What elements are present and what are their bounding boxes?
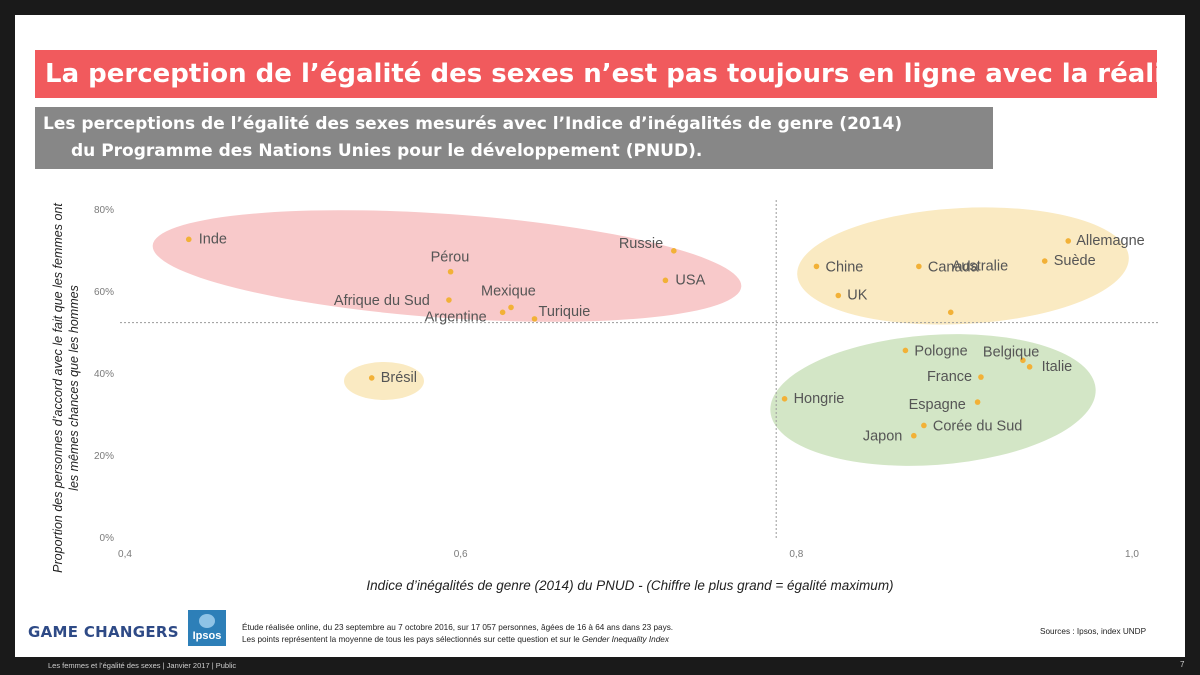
y-axis-label: Proportion des personnes d’accord avec l… [51,203,81,573]
study-note-index-name: Gender Inequality Index [581,635,669,644]
ipsos-logo-icon [199,614,215,628]
point-label-espagne: Espagne [909,397,966,413]
point-japon [911,432,917,439]
point-label-mexique: Mexique [481,283,536,299]
cluster-ellipses [152,207,1129,466]
sources: Sources : Ipsos, index UNDP [1040,627,1147,636]
point-pologne [902,347,909,354]
point-turiquie [531,316,538,322]
study-note-line-2: Les points représentent la moyenne de to… [242,635,582,644]
point-label-russie: Russie [619,236,663,252]
point-afrique-du-sud [446,297,452,303]
point-label-allemagne: Allemagne [1076,233,1145,249]
point-inde [185,236,192,243]
cluster-yellow [797,207,1129,325]
y-tick-label: 40% [94,369,114,380]
point-chine [813,263,820,270]
study-note: Étude réalisée online, du 23 septembre a… [242,622,762,646]
point-label-pologne: Pologne [914,343,967,359]
point-label-canada: Canada [928,259,980,275]
y-tick-label: 20% [94,451,114,462]
point-label-usa: USA [675,272,705,288]
point-label-chine: Chine [825,259,863,275]
point-label-japon: Japon [863,429,903,445]
axis-ticks: 0% 20% 40% 60% 80% 0,4 0,6 0,8 1,0 [94,205,1139,560]
point-label-hongrie: Hongrie [794,391,845,407]
page-subtitle: Les perceptions de l’égalité des sexes m… [35,107,993,169]
x-tick-label: 0,4 [118,549,132,560]
y-tick-label: 0% [100,533,115,544]
point-uk [835,292,842,299]
point-suede [1041,258,1048,264]
point-label-italie: Italie [1042,359,1073,375]
point-label-coree-du-sud: Corée du Sud [933,418,1022,434]
x-tick-label: 0,6 [454,549,468,560]
point-label-france: France [927,369,972,385]
point-label-perou: Pérou [431,250,470,266]
point-canada [916,263,922,270]
page-title: La perception de l’égalité des sexes n’e… [35,50,1157,98]
point-usa [662,277,669,284]
x-axis-label: Indice d’inégalités de genre (2014) du P… [366,578,894,593]
point-mexique [508,304,514,311]
point-hongrie [781,396,788,402]
point-label-suede: Suède [1054,253,1096,269]
cluster-brazil [344,362,424,400]
cluster-green [770,334,1096,466]
point-perou [447,268,454,275]
point-allemagne [1065,238,1072,244]
reference-lines [120,200,1160,540]
study-note-line-1: Étude réalisée online, du 23 septembre a… [242,623,674,632]
subtitle-line-1: Les perceptions de l’égalité des sexes m… [43,114,903,134]
point-label-afrique-du-sud: Afrique du Sud [334,293,430,309]
footer: Les femmes et l’égalité des sexes | Janv… [48,661,237,670]
point-italie [1026,364,1033,370]
x-tick-label: 1,0 [1125,549,1139,560]
subtitle-line-2: du Programme des Nations Unies pour le d… [71,141,703,161]
y-tick-label: 60% [94,287,114,298]
point-australie [947,309,954,316]
point-argentine [499,309,506,316]
ipsos-logo: Ipsos [188,610,226,646]
point-label-argentine: Argentine [425,309,487,325]
point-label-bresil: Brésil [381,370,417,386]
page-number: 7 [1180,660,1185,669]
point-bresil [368,375,375,381]
point-label-inde: Inde [199,231,227,247]
point-france [978,374,984,380]
point-label-uk: UK [847,288,867,304]
ipsos-logo-text: Ipsos [192,630,222,642]
point-espagne [974,399,981,405]
y-tick-label: 80% [94,205,114,216]
point-belgique [1020,357,1026,364]
point-label-turiquie: Turiquie [539,304,591,320]
point-label-belgique: Belgique [983,344,1039,360]
point-label-australie: Australie [952,258,1008,274]
cluster-red [152,210,742,322]
point-coree-du-sud [921,422,927,429]
game-changers-logo: GAME CHANGERS [28,623,179,641]
point-russie [671,248,677,254]
x-tick-label: 0,8 [789,549,803,560]
